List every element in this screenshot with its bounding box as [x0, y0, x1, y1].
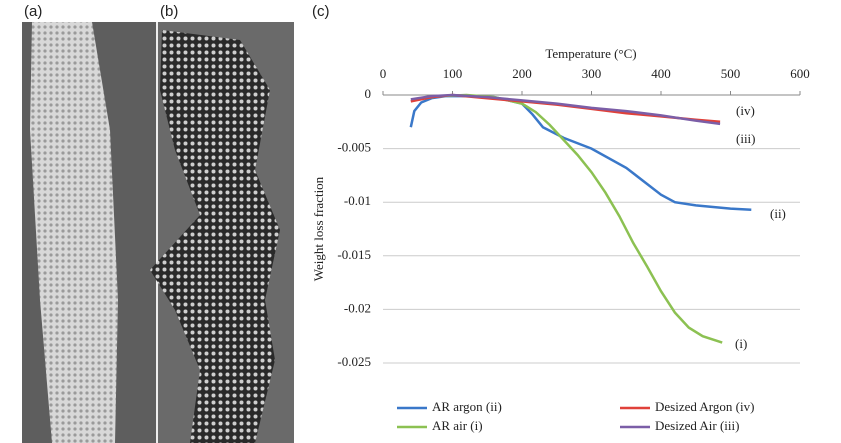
panel-label: (a)	[24, 3, 42, 20]
y-tick-label: -0.01	[344, 193, 371, 208]
y-tick-label: -0.025	[337, 354, 371, 369]
x-tick-label: 0	[380, 66, 387, 81]
annotation: (i)	[735, 336, 747, 351]
y-tick-label: -0.015	[337, 247, 371, 262]
x-tick-label: 300	[582, 66, 602, 81]
x-tick-label: 600	[790, 66, 810, 81]
legend-label: AR air (i)	[432, 418, 483, 433]
photo-b	[150, 22, 294, 443]
data-line	[409, 94, 752, 211]
x-tick-label: 400	[651, 66, 671, 81]
annotation: (iii)	[736, 131, 756, 146]
data-line	[410, 93, 721, 126]
x-tick-label: 200	[512, 66, 532, 81]
photo-a	[22, 22, 156, 443]
x-tick-label: 500	[721, 66, 741, 81]
panel-label: (c)	[312, 3, 330, 20]
x-tick-label: 100	[443, 66, 463, 81]
y-axis-title: Weight loss fraction	[311, 176, 326, 281]
annotation: (iv)	[736, 103, 755, 118]
panel-label: (b)	[160, 3, 178, 20]
y-tick-label: -0.02	[344, 300, 371, 315]
legend-label: Desized Argon (iv)	[655, 399, 754, 414]
legend-label: AR argon (ii)	[432, 399, 502, 414]
y-tick-label: 0	[365, 86, 372, 101]
y-tick-label: -0.005	[337, 140, 371, 155]
data-line	[417, 93, 723, 344]
legend-label: Desized Air (iii)	[655, 418, 739, 433]
annotation: (ii)	[770, 206, 786, 221]
x-axis-title: Temperature (°C)	[545, 46, 636, 61]
